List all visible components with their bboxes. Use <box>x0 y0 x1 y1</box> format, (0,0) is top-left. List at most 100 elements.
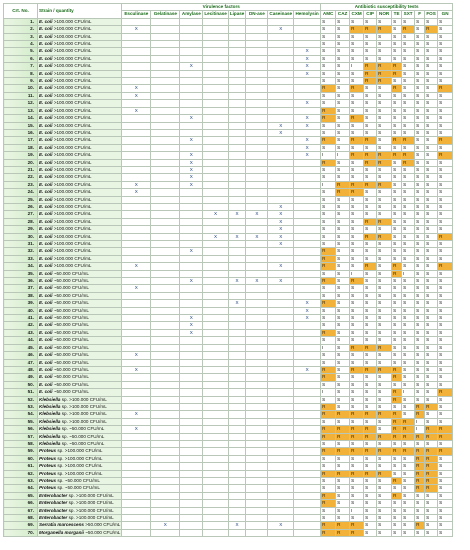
antibiotic-cell-nor: R <box>376 447 393 456</box>
virulence-cell-gelatinase <box>150 432 181 441</box>
crt-no-cell: 16. <box>3 128 38 138</box>
antibiotic-cell-sxt: S <box>401 484 416 493</box>
antibiotic-cell-cxm: S <box>349 232 365 242</box>
crt-no-cell: 54. <box>3 410 38 419</box>
antibiotic-cell-cip: S <box>363 306 378 316</box>
virulence-cell-gelatinase <box>150 528 181 538</box>
genus-name: E. coli <box>39 181 53 187</box>
antibiotic-cell-fos: R <box>424 432 439 441</box>
strain-cell: E. coli >100.000 CFU/mL <box>36 77 123 86</box>
antibiotic-cell-nor: S <box>376 499 393 508</box>
crt-no-cell: 5. <box>3 47 38 56</box>
virulence-cell-lipase <box>227 447 247 456</box>
virulence-cell-amylase: X <box>179 136 204 145</box>
antibiotic-cell-amc: S <box>320 25 337 34</box>
virulence-cell-esculinase <box>121 121 152 130</box>
table-row: 68. Enterobacter sp. >100.000 CFU/mL S S S S S… <box>3 514 454 523</box>
antibiotic-cell-caz: S <box>335 202 351 212</box>
antibiotic-cell-amc: S <box>320 321 337 330</box>
antibiotic-cell-amc: S <box>320 202 337 212</box>
virulence-cell-dn-ase <box>245 365 269 375</box>
antibiotic-cell-cip: S <box>363 210 378 219</box>
virulence-cell-hemolysin <box>293 173 322 182</box>
genus-name: E. coli <box>39 366 53 372</box>
virulence-cell-amylase: X <box>179 314 204 323</box>
antibiotic-cell-gn: S <box>437 462 454 471</box>
crt-no-cell: 18. <box>3 143 38 153</box>
antibiotic-cell-fos: S <box>424 151 439 160</box>
virulence-cell-lipase <box>227 91 247 101</box>
antibiotic-cell-fos: S <box>424 69 439 79</box>
virulence-cell-esculinase <box>121 99 152 108</box>
antibiotic-cell-gn: S <box>437 380 454 390</box>
genus-name: E. coli <box>39 166 53 172</box>
virulence-cell-dn-ase <box>245 136 269 145</box>
antibiotic-cell-nor: S <box>376 291 393 301</box>
virulence-cell-amylase <box>179 17 204 27</box>
genus-name: E. coli <box>39 18 53 24</box>
antibiotic-cell-amc: S <box>320 439 337 449</box>
crt-no-cell: 68. <box>3 514 38 523</box>
antibiotic-cell-nor: S <box>376 225 393 234</box>
virulence-cell-caseinase <box>267 84 295 93</box>
virulence-cell-dn-ase <box>245 425 269 434</box>
virulence-cell-esculinase <box>121 439 152 449</box>
genus-name: E. coli <box>39 337 53 343</box>
antibiotic-cell-amc: R <box>320 114 337 123</box>
antibiotic-cell-f: S <box>414 232 426 242</box>
antibiotic-cell-nor: S <box>376 84 393 93</box>
antibiotic-cell-nor: R <box>376 432 393 441</box>
antibiotic-cell-gn: R <box>437 136 454 145</box>
crt-no-cell: 11. <box>3 91 38 101</box>
table-row: 40. E. coli ~50.000 CFU/mL X S S S S S S S S S S <box>3 306 454 316</box>
virulence-cell-esculinase <box>121 469 152 479</box>
antibiotic-cell-te: S <box>391 195 403 204</box>
antibiotic-cell-te: S <box>391 514 403 523</box>
strain-cell: E. coli ~50.000 CFU/mL <box>36 277 123 286</box>
virulence-cell-dn-ase <box>245 491 269 501</box>
quantity-text: >100.000 CFU/mL <box>53 144 92 150</box>
antibiotic-cell-sxt: I <box>401 269 416 279</box>
virulence-cell-amylase <box>179 69 204 79</box>
table-row: 19. E. coli >100.000 CFU/mL X X I I R R R R R S S R <box>3 151 454 160</box>
antibiotic-cell-caz: S <box>335 40 351 49</box>
crt-no-cell: 56. <box>3 425 38 434</box>
crt-no-cell: 22. <box>3 173 38 182</box>
table-row: 60. Proteus sp. >100.000 CFU/mL S S S S S S S R R S <box>3 454 454 464</box>
virulence-cell-amylase <box>179 528 204 538</box>
virulence-cell-dn-ase <box>245 143 269 153</box>
virulence-cell-amylase <box>179 476 204 486</box>
quantity-text: >100.000 CFU/mL <box>53 107 92 113</box>
antibiotic-cell-nor: S <box>376 188 393 197</box>
antibiotic-cell-caz: S <box>335 91 351 101</box>
virulence-cell-gelatinase <box>150 32 181 42</box>
antibiotic-cell-f: S <box>414 528 426 538</box>
antibiotic-cell-cxm: S <box>349 254 365 264</box>
strain-cell: Proteus sp. >100.000 CFU/mL <box>36 462 123 471</box>
virulence-cell-gelatinase <box>150 69 181 79</box>
virulence-cell-caseinase <box>267 321 295 330</box>
virulence-cell-gelatinase <box>150 491 181 501</box>
antibiotic-cell-nor: S <box>376 521 393 530</box>
antibiotic-cell-fos: S <box>424 99 439 108</box>
antibiotic-cell-nor: R <box>376 469 393 479</box>
antibiotic-cell-cxm: S <box>349 402 365 412</box>
antibiotic-cell-te: S <box>391 217 403 227</box>
antibiotic-cell-cxm: S <box>349 514 365 523</box>
quantity-text: ~50.000 CFU/mL <box>53 366 89 372</box>
antibiotic-cell-nor: S <box>376 321 393 330</box>
antibiotic-cell-sxt: S <box>401 306 416 316</box>
antibiotic-cell-cxm: S <box>349 491 365 501</box>
antibiotic-cell-sxt: S <box>401 195 416 204</box>
antibiotic-cell-te: S <box>391 165 403 175</box>
virulence-cell-lipase <box>227 247 247 256</box>
antibiotic-cell-amc: S <box>320 195 337 204</box>
virulence-cell-hemolysin <box>293 454 322 464</box>
antibiotic-cell-amc: S <box>320 232 337 242</box>
virulence-cell-dn-ase: X <box>245 277 269 286</box>
virulence-cell-lipase <box>227 188 247 197</box>
virulence-cell-dn-ase <box>245 521 269 530</box>
virulence-cell-lecitinase <box>202 462 229 471</box>
virulence-cell-amylase: X <box>179 277 204 286</box>
virulence-cell-hemolysin <box>293 217 322 227</box>
